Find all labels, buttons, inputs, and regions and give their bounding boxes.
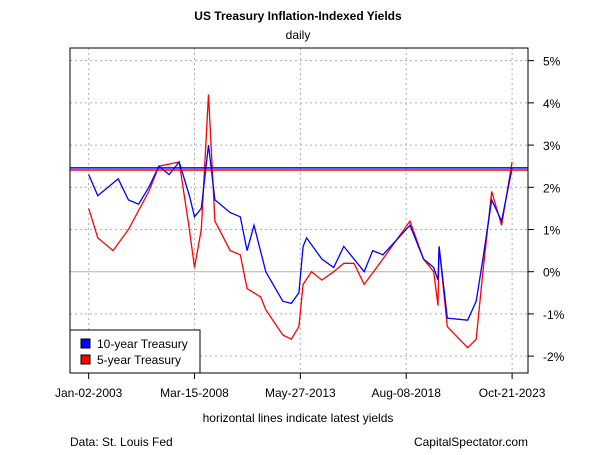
chart-title: US Treasury Inflation-Indexed Yields: [194, 9, 402, 23]
x-tick-label: Jan-02-2003: [55, 386, 123, 400]
legend: 10-year Treasury 5-year Treasury: [69, 329, 201, 374]
legend-label-10yr: 10-year Treasury: [97, 337, 188, 351]
y-tick-label: 1%: [543, 223, 561, 237]
legend-swatch-5yr: [80, 354, 91, 365]
y-tick-label: -2%: [543, 350, 565, 364]
y-tick-label: 4%: [543, 97, 561, 111]
x-tick-label: Mar-15-2008: [160, 386, 229, 400]
series-line-10-year-treasury: [88, 145, 513, 321]
x-tick-label: May-27-2013: [265, 386, 336, 400]
chart-subtitle: daily: [286, 28, 311, 42]
x-axis-label: horizontal lines indicate latest yields: [203, 411, 394, 425]
plot-border: [69, 47, 529, 374]
legend-box: [69, 329, 201, 374]
y-tick-label: 3%: [543, 139, 561, 153]
y-tick-label: 5%: [543, 55, 561, 69]
y-tick-label: -1%: [543, 308, 565, 322]
y-tick-label: 0%: [543, 266, 561, 280]
x-tick-label: Aug-08-2018: [372, 386, 442, 400]
legend-label-5yr: 5-year Treasury: [97, 353, 181, 367]
x-tick-label: Oct-21-2023: [479, 386, 546, 400]
series-line-5-year-treasury: [88, 94, 513, 349]
legend-swatch-10yr: [80, 338, 91, 349]
y-tick-label: 2%: [543, 181, 561, 195]
source-note: Data: St. Louis Fed: [70, 435, 173, 449]
credit-note: CapitalSpectator.com: [414, 435, 528, 449]
